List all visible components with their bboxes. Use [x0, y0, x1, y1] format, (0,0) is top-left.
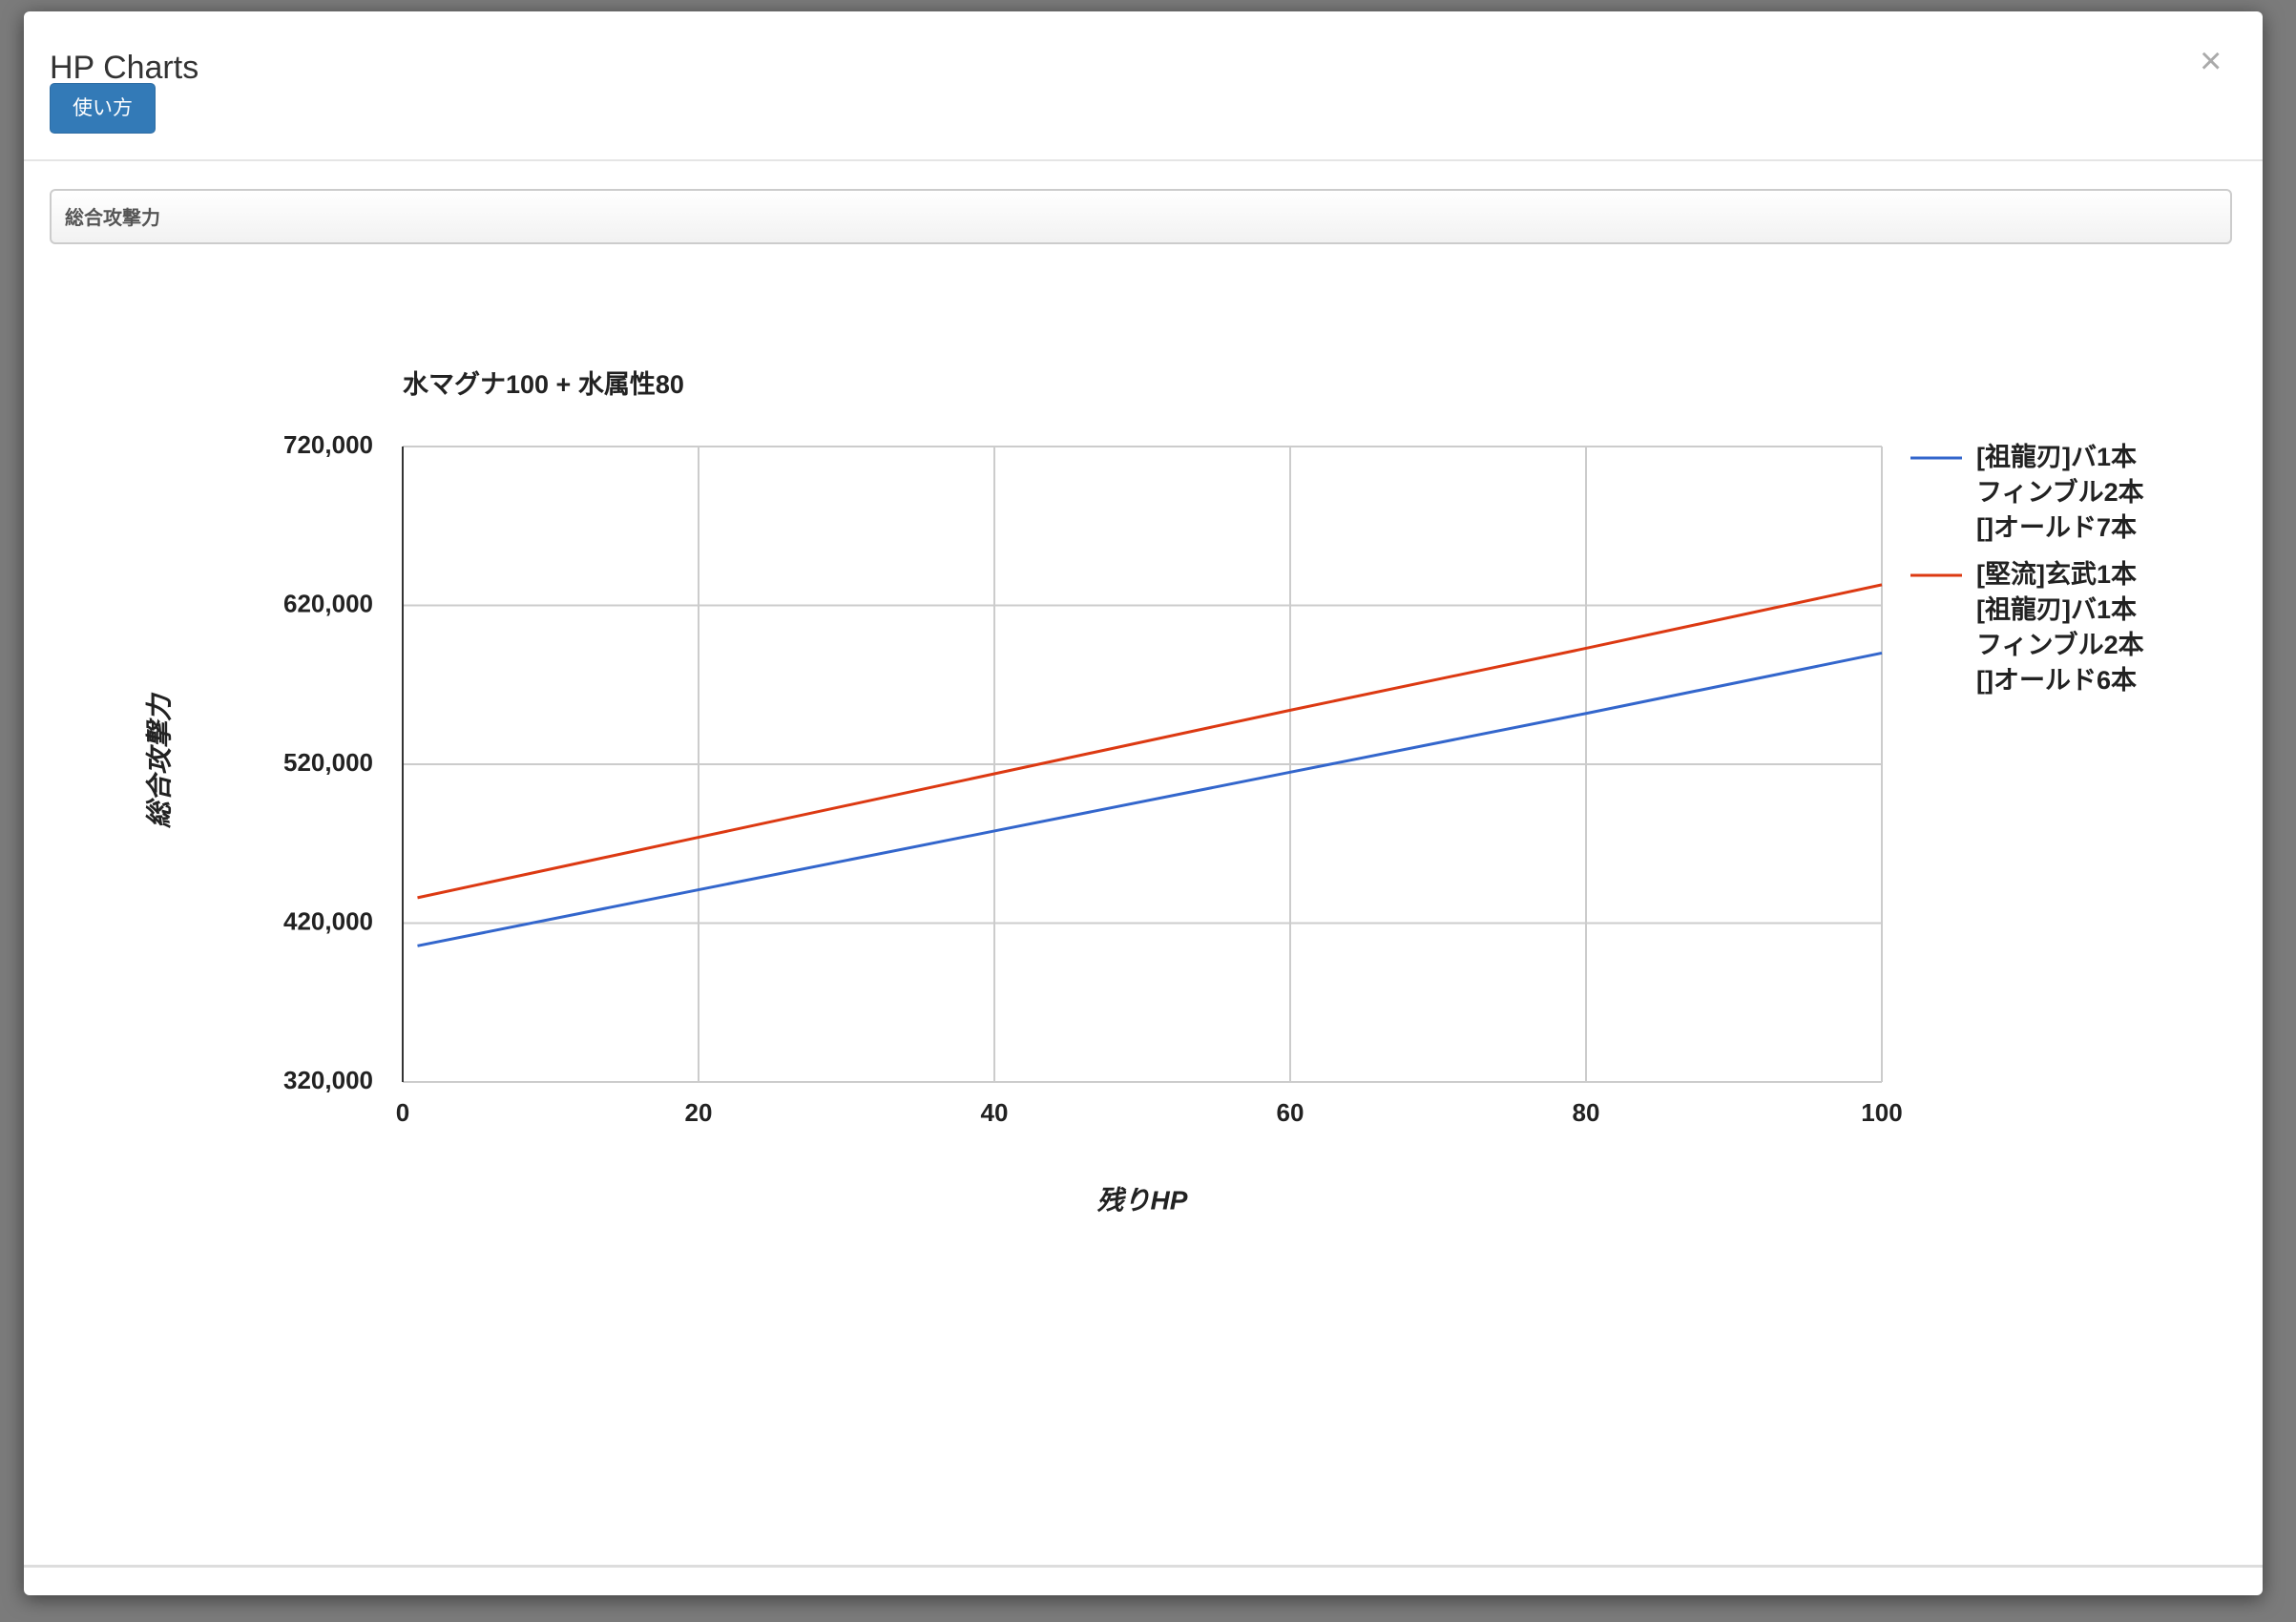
x-tick-label: 80: [1573, 1098, 1600, 1127]
x-axis-label: 残りHP: [1097, 1185, 1188, 1215]
y-axis-label: 総合攻撃力: [144, 692, 174, 829]
x-tick-label: 0: [396, 1098, 409, 1127]
y-tick-label: 320,000: [283, 1066, 373, 1094]
y-tick-label: 520,000: [283, 748, 373, 777]
chart-select[interactable]: 総合攻撃力: [50, 189, 2232, 244]
help-button[interactable]: 使い方: [50, 83, 156, 134]
footer-line: [24, 1565, 2263, 1568]
y-tick-label: 420,000: [283, 906, 373, 935]
legend-entry: [堅流]玄武1本 [祖龍刃]バ1本 フィンブル2本 []オールド6本: [1976, 560, 2144, 695]
modal: HP Charts 使い方 × 総合攻撃力: [24, 11, 2263, 1595]
x-tick-label: 20: [685, 1098, 713, 1127]
chart-title: 水マグナ100 + 水属性80: [403, 369, 684, 399]
modal-title: HP Charts: [50, 50, 199, 86]
x-tick-label: 40: [981, 1098, 1009, 1127]
x-tick-label: 60: [1277, 1098, 1305, 1127]
legend-entry: [祖龍刃]バ1本 フィンブル2本 []オールド7本: [1976, 443, 2144, 542]
y-tick-label: 720,000: [283, 430, 373, 459]
series-line: [417, 651, 1883, 947]
series-line: [417, 583, 1883, 900]
x-tick-label: 100: [1861, 1098, 1902, 1127]
y-tick-label: 620,000: [283, 589, 373, 617]
separator: [24, 159, 2263, 161]
close-button[interactable]: ×: [2200, 40, 2223, 82]
